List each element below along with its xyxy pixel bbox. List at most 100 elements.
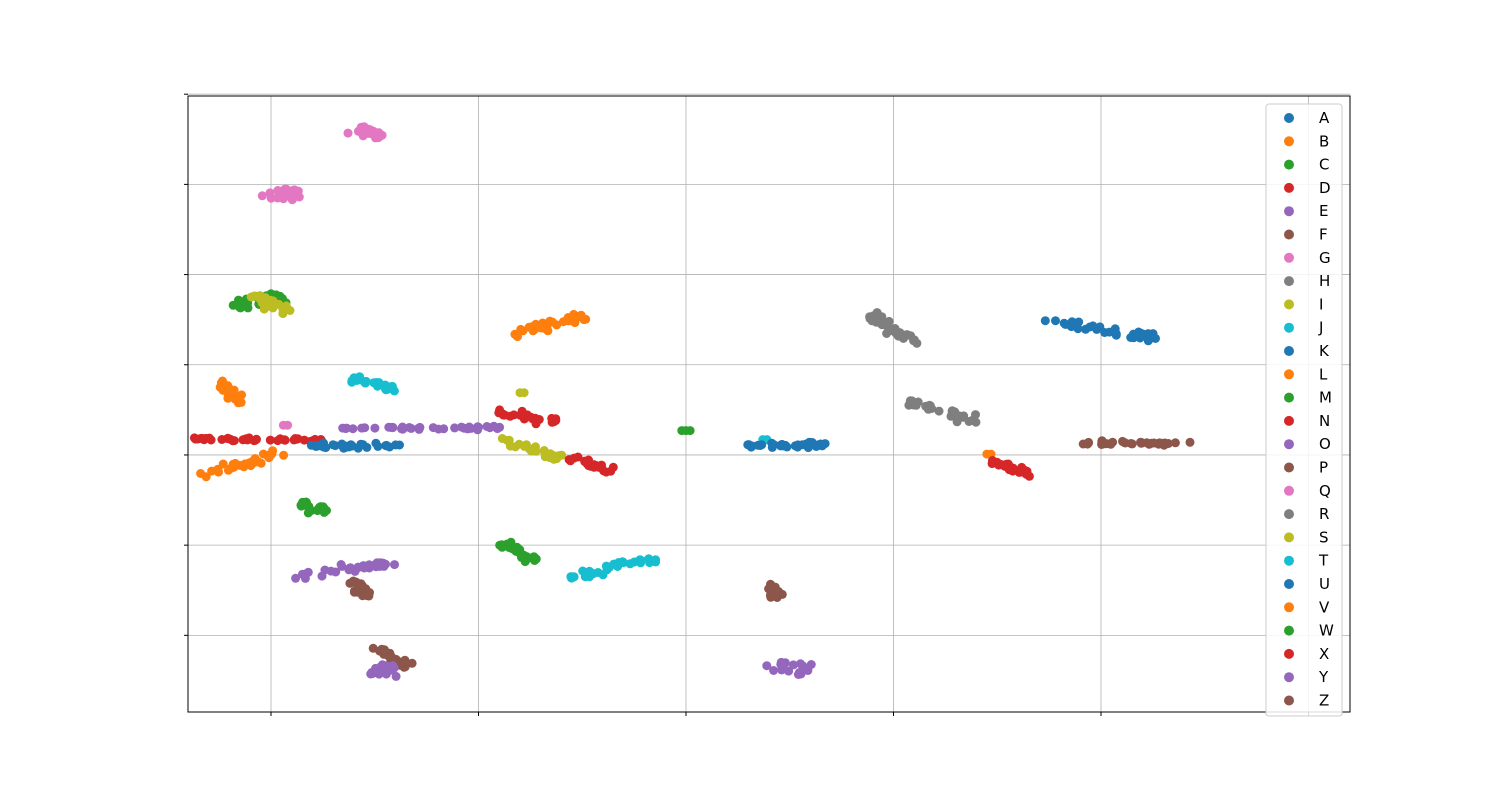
legend-marker <box>1284 392 1294 403</box>
data-point-l <box>233 398 243 408</box>
data-point-e <box>428 423 438 433</box>
legend-marker <box>1284 276 1294 287</box>
data-point-l <box>230 458 240 468</box>
data-point-a <box>1088 321 1098 331</box>
data-point-n <box>589 460 599 470</box>
data-point-j <box>651 557 661 567</box>
legend-label: O <box>1319 435 1331 453</box>
data-point-b <box>545 316 555 326</box>
data-point-d <box>290 434 300 443</box>
data-point-n <box>547 417 557 427</box>
data-point-r <box>891 326 901 335</box>
data-point-l <box>258 449 268 459</box>
data-point-y <box>769 666 779 675</box>
legend-marker <box>1284 672 1294 683</box>
legend-label: L <box>1319 365 1328 383</box>
legend-marker <box>1284 439 1294 450</box>
data-point-i <box>545 449 555 459</box>
data-point-j <box>636 555 646 565</box>
data-point-i <box>265 299 275 309</box>
data-point-l <box>267 449 277 459</box>
legend-label: K <box>1319 342 1330 360</box>
data-point-o <box>317 571 327 581</box>
data-point-l <box>250 454 260 463</box>
legend-label: X <box>1319 645 1329 663</box>
grid-lines <box>188 93 1350 712</box>
data-point-g <box>371 128 381 138</box>
data-point-l <box>221 381 231 391</box>
legend-marker <box>1284 159 1294 170</box>
data-point-k <box>381 440 391 450</box>
legend-marker <box>1284 136 1294 147</box>
data-point-y <box>803 666 813 675</box>
data-point-l <box>256 458 266 468</box>
data-point-d <box>217 435 227 444</box>
data-point-o <box>378 559 388 569</box>
data-point-a <box>1136 331 1146 341</box>
legend-marker <box>1284 229 1294 240</box>
data-point-o <box>353 563 363 573</box>
data-point-g <box>356 122 366 132</box>
legend-label: B <box>1319 132 1329 150</box>
data-point-i <box>278 307 288 317</box>
data-point-j <box>584 569 594 579</box>
data-point-g <box>286 187 296 197</box>
legend-label: N <box>1319 412 1330 430</box>
data-point-k <box>395 440 404 450</box>
data-point-h <box>934 406 944 416</box>
data-point-x <box>1015 467 1025 477</box>
data-point-m <box>514 545 524 555</box>
legend-marker <box>1284 485 1294 496</box>
data-point-h <box>947 406 957 416</box>
data-point-o <box>345 563 355 573</box>
data-point-o <box>337 561 347 571</box>
data-point-h <box>968 415 977 425</box>
data-point-u <box>817 441 827 451</box>
data-point-e <box>414 423 424 433</box>
data-point-j <box>374 378 384 388</box>
data-point-j <box>386 382 396 392</box>
data-point-p <box>348 576 358 586</box>
legend-label: P <box>1319 459 1328 477</box>
data-point-j <box>593 568 603 577</box>
data-point-o <box>391 671 401 681</box>
data-point-b <box>530 324 540 334</box>
data-point-h <box>954 411 964 421</box>
legend-label: S <box>1319 528 1329 546</box>
data-point-n <box>608 462 618 472</box>
data-point-z <box>770 582 780 592</box>
legend-label: M <box>1319 389 1332 407</box>
data-point-i <box>257 293 267 303</box>
data-point-e <box>463 424 473 434</box>
legend-label: G <box>1319 249 1331 267</box>
data-point-g <box>266 193 276 203</box>
data-point-m <box>319 507 329 517</box>
data-point-m <box>296 500 306 510</box>
legend-marker <box>1284 509 1294 520</box>
data-point-p <box>1142 438 1152 448</box>
data-point-e <box>474 422 483 432</box>
data-point-h <box>912 338 922 348</box>
data-point-i <box>552 454 562 464</box>
legend-label: D <box>1319 179 1331 197</box>
data-point-n <box>569 453 579 463</box>
legend-label: T <box>1318 552 1329 570</box>
data-point-i <box>510 442 520 452</box>
data-point-y <box>793 670 803 679</box>
data-point-h <box>923 404 933 414</box>
data-point-b <box>513 332 522 342</box>
data-point-n <box>500 410 510 420</box>
data-point-b <box>581 314 591 324</box>
legend-label: A <box>1319 109 1330 127</box>
legend-marker <box>1284 252 1294 263</box>
data-point-i <box>526 446 536 456</box>
data-point-k <box>319 441 329 451</box>
legend-label: F <box>1319 226 1328 244</box>
data-points <box>189 122 1195 681</box>
legend-label: Y <box>1318 668 1329 686</box>
data-point-f <box>407 658 417 668</box>
data-point-g <box>343 128 353 138</box>
data-point-j <box>644 554 654 564</box>
data-point-y <box>784 666 794 676</box>
